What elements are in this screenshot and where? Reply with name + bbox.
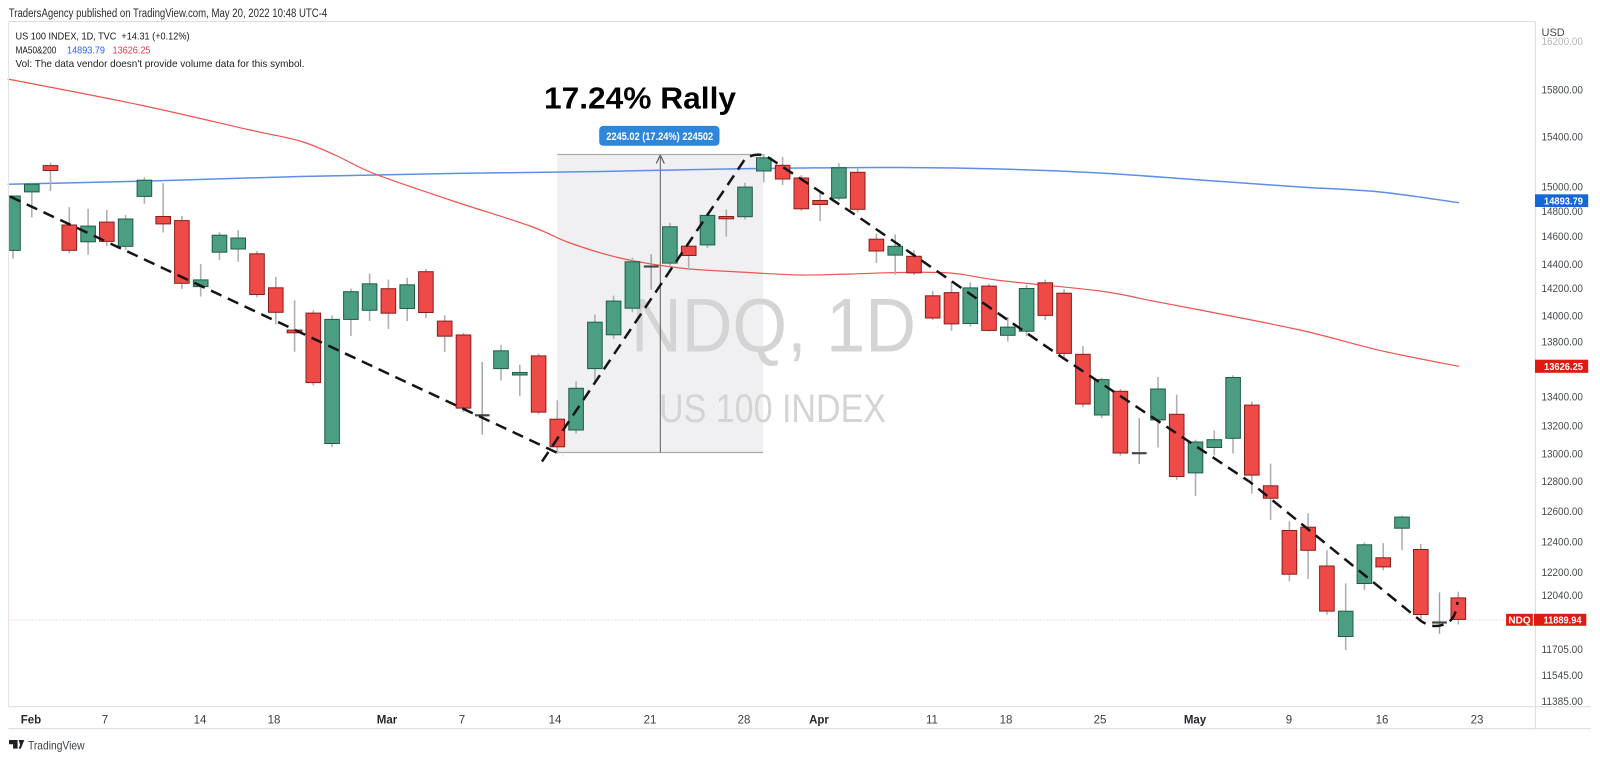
svg-text:14: 14 xyxy=(549,715,562,727)
svg-text:NDQ: NDQ xyxy=(1508,615,1530,626)
svg-text:12600.00: 12600.00 xyxy=(1542,506,1583,518)
svg-text:TradersAgency published on Tra: TradersAgency published on TradingView.c… xyxy=(9,8,328,20)
svg-text:US 100 INDEX: US 100 INDEX xyxy=(659,387,886,431)
svg-text:16200.00: 16200.00 xyxy=(1542,36,1583,48)
svg-text:9: 9 xyxy=(1286,715,1292,727)
svg-text:USD: USD xyxy=(1542,27,1565,39)
svg-text:14893.79: 14893.79 xyxy=(67,44,105,56)
svg-text:12800.00: 12800.00 xyxy=(1542,476,1583,488)
svg-text:Apr: Apr xyxy=(809,715,829,727)
svg-text:15800.00: 15800.00 xyxy=(1542,85,1583,97)
svg-text:US 100 INDEX, 1D, TVC +14.31: US 100 INDEX, 1D, TVC +14.31 (+0.12%) xyxy=(16,31,190,43)
svg-text:12040.00: 12040.00 xyxy=(1542,590,1583,602)
svg-text:7: 7 xyxy=(102,715,108,727)
svg-text:15400.00: 15400.00 xyxy=(1542,131,1583,143)
svg-text:14000.00: 14000.00 xyxy=(1542,311,1583,323)
svg-text:11545.00: 11545.00 xyxy=(1542,670,1583,682)
svg-text:7: 7 xyxy=(459,715,465,727)
svg-text:15000.00: 15000.00 xyxy=(1542,181,1583,193)
svg-text:Feb: Feb xyxy=(21,715,41,727)
svg-text:13400.00: 13400.00 xyxy=(1542,391,1583,403)
svg-text:25: 25 xyxy=(1094,715,1107,727)
svg-text:13626.25: 13626.25 xyxy=(1544,361,1583,373)
svg-text:12400.00: 12400.00 xyxy=(1542,537,1583,549)
svg-text:11385.00: 11385.00 xyxy=(1542,696,1583,708)
svg-text:11889.94: 11889.94 xyxy=(1544,614,1582,626)
svg-text:28: 28 xyxy=(738,715,751,727)
svg-text:12200.00: 12200.00 xyxy=(1542,567,1583,579)
svg-text:11: 11 xyxy=(926,715,938,727)
svg-text:MA50&200: MA50&200 xyxy=(16,44,57,56)
svg-text:Mar: Mar xyxy=(377,715,398,727)
svg-text:14200.00: 14200.00 xyxy=(1542,283,1583,295)
svg-text:16: 16 xyxy=(1376,715,1389,727)
svg-text:18: 18 xyxy=(1000,715,1013,727)
svg-text:14400.00: 14400.00 xyxy=(1542,259,1583,271)
svg-text:14600.00: 14600.00 xyxy=(1542,231,1583,243)
svg-text:TradingView: TradingView xyxy=(28,739,85,753)
svg-text:21: 21 xyxy=(644,715,657,727)
svg-text:13000.00: 13000.00 xyxy=(1542,449,1583,461)
svg-text:11705.00: 11705.00 xyxy=(1542,644,1583,656)
svg-text:May: May xyxy=(1184,715,1207,727)
svg-text:14893.79: 14893.79 xyxy=(1544,195,1583,207)
svg-text:2245.02 (17.24%) 224502: 2245.02 (17.24%) 224502 xyxy=(606,131,713,143)
svg-text:14: 14 xyxy=(194,715,207,727)
svg-text:13200.00: 13200.00 xyxy=(1542,421,1583,433)
svg-text:18: 18 xyxy=(268,715,281,727)
svg-text:23: 23 xyxy=(1471,715,1484,727)
svg-text:NDQ, 1D: NDQ, 1D xyxy=(631,284,916,369)
svg-text:14800.00: 14800.00 xyxy=(1542,206,1583,218)
svg-text:13626.25: 13626.25 xyxy=(113,44,151,56)
svg-text:Vol: The data vendor doesn't p: Vol: The data vendor doesn't provide vol… xyxy=(16,58,305,70)
svg-text:13800.00: 13800.00 xyxy=(1542,337,1583,349)
svg-text:17.24% Rally: 17.24% Rally xyxy=(544,81,737,116)
